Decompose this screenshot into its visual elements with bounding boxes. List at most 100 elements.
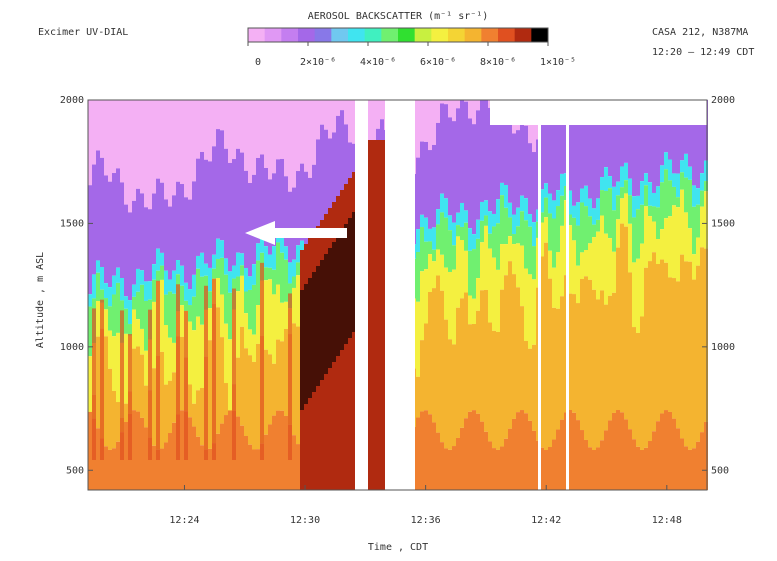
field-cell <box>108 287 112 307</box>
colorbar-swatch <box>264 28 282 42</box>
field-cell <box>152 301 156 369</box>
field-cell <box>620 223 624 413</box>
field-cell <box>568 293 572 411</box>
field-cell <box>224 323 228 384</box>
field-cell <box>456 108 460 213</box>
field-cell <box>244 291 248 314</box>
field-cell <box>644 267 648 448</box>
field-cell <box>540 212 544 223</box>
field-cell <box>616 247 620 411</box>
field-streak <box>100 299 104 460</box>
field-cell <box>256 243 260 261</box>
field-cell <box>512 234 516 245</box>
field-cell <box>244 170 248 269</box>
field-cell <box>424 241 428 270</box>
field-cell <box>528 348 532 421</box>
field-cell <box>224 274 228 324</box>
field-cell <box>688 166 692 180</box>
field-cell <box>300 100 304 164</box>
field-cell <box>560 225 564 297</box>
field-cell <box>116 402 120 442</box>
field-cell <box>428 292 432 415</box>
field-cell <box>192 426 196 490</box>
field-cell <box>512 274 516 419</box>
field-cell <box>236 100 240 149</box>
field-cell <box>432 144 436 228</box>
colorbar-tick-label: 1×10⁻⁵ <box>540 57 576 68</box>
field-cell <box>600 440 604 490</box>
field-cell <box>488 441 492 490</box>
field-cell <box>648 182 652 206</box>
field-cell <box>576 265 580 304</box>
field-cell <box>532 222 536 247</box>
field-cell <box>532 279 536 345</box>
field-cell <box>520 245 524 307</box>
field-cell <box>504 275 508 439</box>
field-cell <box>500 446 504 490</box>
field-cell <box>580 202 584 253</box>
field-cell <box>688 100 692 167</box>
field-cell <box>420 271 424 341</box>
field-cell <box>252 264 256 285</box>
field-cell <box>132 100 136 201</box>
field-cell <box>88 294 92 307</box>
field-cell <box>144 281 148 301</box>
field-cell <box>456 100 460 109</box>
field-cell <box>168 291 172 338</box>
field-cell <box>636 209 640 259</box>
field-cell <box>704 421 708 490</box>
field-cell <box>504 184 508 208</box>
field-cell <box>452 100 456 122</box>
field-cell <box>108 100 112 182</box>
field-cell <box>692 100 696 186</box>
field-cell <box>596 198 600 220</box>
field-cell <box>664 410 668 490</box>
field-cell <box>660 413 664 490</box>
field-cell <box>576 225 580 266</box>
field-cell <box>236 276 240 292</box>
field-cell <box>272 363 276 416</box>
field-cell <box>452 222 456 246</box>
field-cell <box>480 242 484 291</box>
field-cell <box>520 120 524 196</box>
field-cell <box>324 100 328 130</box>
field-cell <box>480 220 484 243</box>
y-tick-label: 2000 <box>60 95 84 106</box>
field-cell <box>420 411 424 490</box>
field-cell <box>656 115 660 187</box>
field-cell <box>680 189 684 255</box>
field-cell <box>612 412 616 490</box>
field-cell <box>572 217 576 241</box>
field-cell <box>216 433 220 490</box>
field-cell <box>572 294 576 413</box>
field-cell <box>96 260 100 273</box>
field-cell <box>532 152 536 223</box>
field-cell <box>592 100 596 209</box>
field-cell <box>148 281 152 300</box>
field-cell <box>468 250 472 296</box>
field-cell <box>664 100 668 153</box>
x-tick-label: 12:36 <box>411 515 441 526</box>
field-cell <box>464 101 468 211</box>
field-cell <box>492 213 496 227</box>
field-cell <box>164 199 168 271</box>
field-cell <box>432 100 436 145</box>
field-cell <box>464 100 468 102</box>
field-cell <box>224 148 228 259</box>
field-cell <box>456 212 460 226</box>
field-cell <box>264 280 268 350</box>
field-cell <box>436 275 440 433</box>
field-cell <box>196 436 200 490</box>
field-cell <box>256 305 260 344</box>
field-cell <box>296 262 300 276</box>
field-cell <box>296 275 300 327</box>
field-cell <box>108 449 112 490</box>
field-cell <box>220 130 224 241</box>
field-cell <box>612 210 616 252</box>
field-cell <box>452 269 456 345</box>
field-cell <box>660 165 664 183</box>
field-dark <box>368 140 372 490</box>
field-cell <box>452 121 456 223</box>
field-cell <box>148 209 152 282</box>
field-cell <box>256 100 260 158</box>
